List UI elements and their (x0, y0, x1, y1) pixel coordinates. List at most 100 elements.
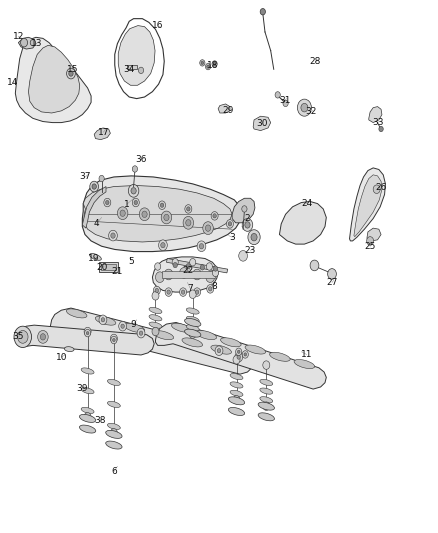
Circle shape (101, 318, 105, 322)
Circle shape (152, 327, 159, 336)
Polygon shape (232, 198, 255, 223)
Text: 1: 1 (124, 200, 130, 208)
Circle shape (165, 288, 172, 296)
Circle shape (132, 198, 139, 207)
Circle shape (164, 214, 169, 221)
Text: 24: 24 (301, 199, 312, 208)
Polygon shape (152, 257, 218, 292)
Circle shape (14, 326, 32, 348)
Ellipse shape (106, 431, 122, 438)
Circle shape (142, 211, 147, 217)
Circle shape (226, 220, 233, 228)
Circle shape (260, 9, 265, 15)
Polygon shape (350, 168, 385, 241)
Circle shape (111, 336, 117, 344)
Ellipse shape (81, 407, 94, 414)
Ellipse shape (228, 408, 245, 415)
Circle shape (205, 63, 211, 70)
Circle shape (110, 334, 117, 343)
Polygon shape (162, 271, 215, 278)
Circle shape (40, 334, 46, 340)
Polygon shape (218, 104, 230, 113)
Text: 22: 22 (183, 266, 194, 274)
Circle shape (242, 219, 253, 231)
Polygon shape (28, 45, 80, 113)
Circle shape (172, 259, 178, 266)
Ellipse shape (107, 401, 120, 408)
Ellipse shape (245, 345, 266, 354)
Circle shape (90, 181, 99, 192)
Circle shape (119, 321, 127, 331)
Circle shape (69, 71, 73, 76)
Circle shape (84, 413, 91, 421)
Ellipse shape (196, 330, 217, 340)
Ellipse shape (107, 423, 120, 430)
Text: 31: 31 (279, 96, 290, 104)
Text: 27: 27 (326, 278, 338, 287)
Polygon shape (83, 185, 232, 242)
Ellipse shape (149, 314, 162, 321)
Circle shape (193, 269, 201, 280)
Text: 32: 32 (305, 108, 317, 116)
Text: 3: 3 (229, 233, 235, 241)
Circle shape (181, 290, 185, 294)
Text: 15: 15 (67, 65, 78, 74)
Polygon shape (118, 26, 155, 85)
Ellipse shape (228, 397, 245, 405)
Circle shape (373, 185, 380, 193)
Circle shape (109, 230, 117, 241)
Circle shape (161, 211, 172, 224)
Circle shape (203, 222, 213, 235)
Circle shape (367, 237, 374, 245)
Circle shape (190, 259, 196, 266)
Circle shape (99, 315, 107, 325)
Circle shape (213, 266, 218, 271)
Polygon shape (18, 37, 36, 49)
Circle shape (111, 233, 115, 238)
Text: 39: 39 (77, 384, 88, 392)
Text: 18: 18 (207, 61, 218, 69)
Circle shape (206, 263, 212, 270)
Circle shape (189, 330, 196, 338)
Text: 38: 38 (94, 416, 106, 424)
Ellipse shape (124, 324, 145, 333)
Ellipse shape (186, 325, 199, 331)
Ellipse shape (211, 345, 232, 354)
Circle shape (208, 287, 212, 291)
Circle shape (167, 290, 170, 294)
Polygon shape (50, 308, 253, 374)
Circle shape (155, 263, 161, 270)
Circle shape (67, 68, 75, 79)
Circle shape (113, 338, 115, 342)
Circle shape (213, 62, 216, 66)
Ellipse shape (95, 316, 116, 325)
Circle shape (251, 233, 257, 241)
Circle shape (233, 395, 240, 404)
Circle shape (228, 222, 232, 226)
Circle shape (207, 285, 214, 293)
Circle shape (263, 361, 270, 369)
Polygon shape (367, 228, 381, 241)
Circle shape (301, 103, 308, 112)
Circle shape (297, 99, 311, 116)
Circle shape (106, 200, 109, 205)
Ellipse shape (182, 338, 203, 347)
Circle shape (200, 60, 205, 66)
Circle shape (183, 216, 194, 229)
Circle shape (263, 402, 270, 410)
Circle shape (212, 61, 217, 67)
Text: 2: 2 (245, 214, 250, 223)
Circle shape (211, 212, 218, 220)
Ellipse shape (81, 368, 94, 374)
Circle shape (99, 175, 104, 182)
Circle shape (134, 200, 138, 205)
Circle shape (138, 67, 144, 74)
Polygon shape (155, 322, 326, 389)
Circle shape (180, 288, 187, 296)
Circle shape (110, 429, 117, 437)
Circle shape (131, 188, 136, 194)
Circle shape (128, 184, 139, 197)
Circle shape (155, 272, 164, 282)
Text: 8: 8 (212, 282, 218, 291)
Circle shape (310, 260, 319, 271)
